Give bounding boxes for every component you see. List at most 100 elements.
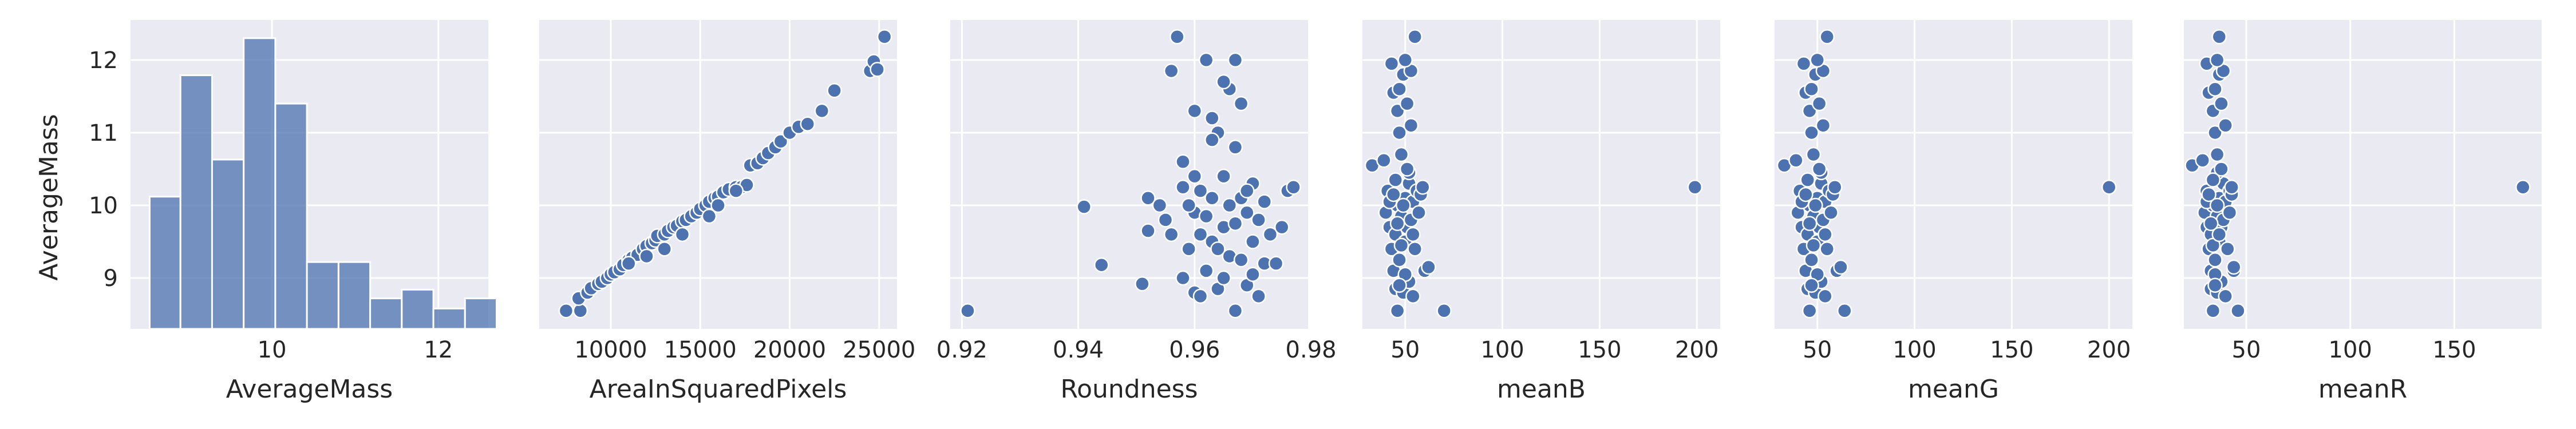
histogram-bar (179, 74, 213, 330)
scatter-point (1399, 96, 1415, 112)
panel-2: 0.92 0.94 0.96 0.98 Roundness (937, 20, 1337, 404)
panel-3: 50 100 150 200 meanB (1362, 20, 1720, 404)
scatter-point (1192, 288, 1208, 304)
scatter-point (1192, 227, 1208, 243)
scatter-point (1140, 190, 1156, 206)
x-axis-label: AverageMass (226, 375, 393, 404)
scatter-point (827, 82, 842, 98)
panel-4: 50 100 150 200 meanG (1775, 20, 2132, 404)
scatter-point (1396, 197, 1411, 213)
scatter-point (1833, 259, 1848, 275)
scatter-point (2214, 96, 2229, 112)
scatter-point (1163, 63, 1179, 79)
scatter-point (2230, 303, 2246, 319)
scatter-point (1788, 152, 1804, 168)
scatter-point (2220, 241, 2235, 257)
x-axis-label: meanR (2318, 375, 2407, 404)
x-tick-label: 15000 (664, 337, 737, 363)
scatter-point (1436, 303, 1452, 319)
x-tick-label: 150 (1990, 337, 2033, 363)
scatter-point (1198, 52, 1214, 68)
scatter-point (701, 208, 717, 224)
histogram-bar (211, 158, 245, 330)
scatter-point (1140, 223, 1156, 239)
scatter-point (1204, 132, 1220, 148)
x-tick-label: 200 (2087, 337, 2131, 363)
scatter-point (1251, 212, 1266, 228)
scatter-point (572, 303, 588, 319)
scatter-point (1805, 146, 1822, 162)
scatter-point (1386, 186, 1401, 202)
scatter-point (1245, 267, 1261, 282)
scatter-point (1798, 186, 1814, 202)
scatter-point (2214, 161, 2229, 177)
scatter-point (1392, 252, 1407, 268)
scatter-point (1801, 216, 1818, 232)
histogram-bar (148, 196, 181, 330)
scatter-point (1819, 29, 1835, 45)
scatter-point (728, 183, 744, 198)
scatter-point (1227, 140, 1243, 155)
scatter-point (2218, 288, 2233, 304)
scatter-point (674, 227, 690, 243)
scatter-point (814, 103, 829, 119)
y-axis-label: AverageMass (34, 114, 64, 280)
plot-area (2184, 20, 2542, 329)
scatter-point (1175, 154, 1191, 170)
y-tick-label: 12 (89, 47, 118, 74)
scatter-point (1216, 168, 1231, 184)
histogram-bar (337, 261, 372, 330)
scatter-point (1198, 208, 1214, 224)
scatter-point (1805, 237, 1822, 253)
scatter-point (1815, 117, 1831, 133)
scatter-point (1187, 168, 1203, 184)
scatter-point (1135, 276, 1150, 292)
scatter-point (1181, 197, 1196, 213)
scatter-point (2211, 29, 2227, 45)
scatter-point (1823, 205, 1839, 220)
scatter-point (2203, 216, 2219, 232)
scatter-point (1392, 81, 1407, 97)
scatter-point (1411, 205, 1427, 220)
scatter-point (870, 62, 885, 77)
y-tick-label: 10 (89, 193, 118, 219)
scatter-point (1421, 259, 1436, 275)
scatter-point (1407, 29, 1423, 45)
scatter-point (1804, 81, 1819, 97)
scatter-point (2201, 186, 2217, 202)
scatter-point (1268, 256, 1284, 271)
scatter-point (1175, 270, 1191, 286)
scatter-point (1837, 303, 1852, 319)
scatter-point (1819, 241, 1835, 257)
scatter-point (1811, 161, 1827, 177)
scatter-point (2205, 172, 2221, 188)
scatter-point (960, 303, 975, 319)
scatter-point (1827, 179, 1843, 195)
histogram-bar (401, 288, 434, 330)
x-tick-label: 150 (2432, 337, 2476, 363)
scatter-point (1187, 103, 1203, 119)
scatter-point (2101, 179, 2117, 195)
scatter-point (1389, 303, 1405, 319)
scatter-point (1198, 263, 1214, 279)
scatter-point (800, 116, 815, 132)
scatter-point (1392, 125, 1407, 141)
scatter-point (773, 133, 789, 149)
scatter-point (2222, 205, 2238, 220)
panel-0: 10 12 9 10 11 12 AverageMass (89, 20, 498, 404)
scatter-point (2211, 227, 2227, 243)
y-tick-label: 11 (89, 120, 118, 146)
scatter-point (1216, 270, 1231, 286)
scatter-point (2224, 179, 2239, 195)
scatter-point (1093, 257, 1109, 273)
scatter-point (1809, 52, 1825, 68)
histogram-bar (306, 261, 339, 330)
scatter-point (2205, 303, 2221, 319)
scatter-point (2207, 125, 2223, 141)
scatter-point (558, 303, 574, 319)
scatter-point (2226, 259, 2242, 275)
scatter-point (1397, 52, 1413, 68)
scatter-point (2207, 81, 2223, 97)
scatter-point (710, 197, 726, 213)
